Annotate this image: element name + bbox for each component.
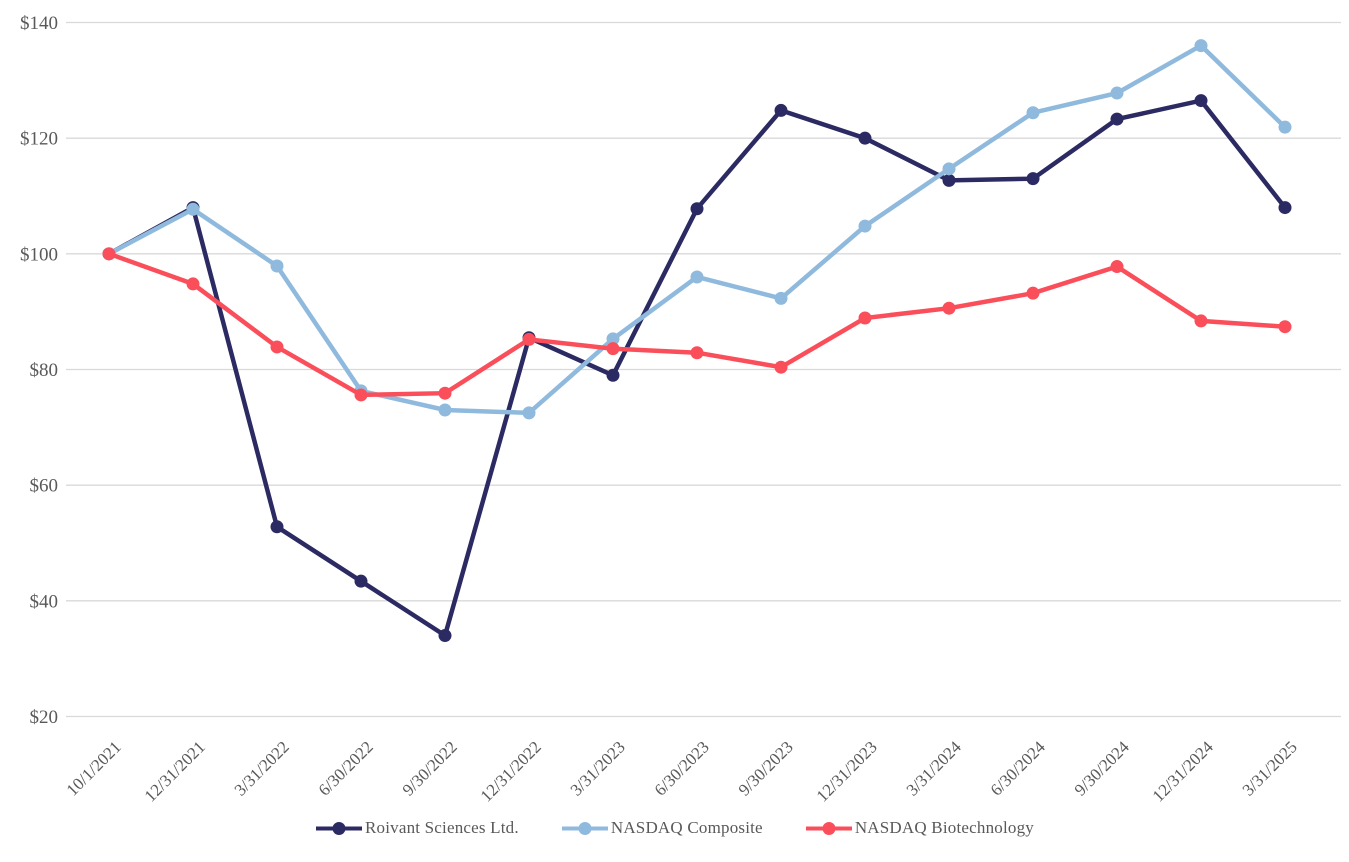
data-point-marker (1026, 286, 1040, 300)
legend-label-nasdaq-biotechnology: NASDAQ Biotechnology (854, 818, 1035, 837)
data-point-marker (1026, 106, 1040, 120)
data-point-marker (942, 173, 956, 187)
data-point-marker (774, 291, 788, 305)
data-point-marker (270, 259, 284, 273)
data-point-marker (942, 301, 956, 315)
x-axis-tick-label: 3/31/2022 (231, 737, 293, 799)
legend-item-nasdaq-biotechnology: NASDAQ Biotechnology (805, 818, 1034, 838)
y-axis-tick-label: $60 (30, 476, 59, 497)
legend-item-nasdaq-composite: NASDAQ Composite (561, 818, 763, 838)
data-point-marker (690, 346, 704, 360)
line-dot-marker-icon (315, 821, 362, 835)
data-point-marker (186, 277, 200, 291)
x-axis-tick-label: 9/30/2022 (399, 737, 461, 799)
x-axis-tick-label: 6/30/2022 (315, 737, 377, 799)
data-point-marker (774, 103, 788, 117)
data-point-marker (522, 406, 536, 420)
data-point-marker (1278, 201, 1292, 215)
y-axis-tick-label: $80 (30, 360, 59, 381)
data-point-marker (354, 574, 368, 588)
data-point-marker (1194, 94, 1208, 108)
x-axis-tick-label: 12/31/2022 (477, 737, 545, 805)
y-axis-tick-label: $20 (30, 707, 59, 728)
x-axis-tick-label: 10/1/2021 (63, 737, 125, 799)
data-point-marker (858, 311, 872, 325)
legend-item-roivant: Roivant Sciences Ltd. (315, 818, 519, 838)
x-axis-tick-label: 9/30/2023 (735, 737, 797, 799)
data-point-marker (522, 332, 536, 346)
data-point-marker (102, 247, 116, 261)
y-axis-tick-label: $140 (20, 13, 58, 34)
data-point-marker (606, 332, 620, 346)
data-point-marker (270, 520, 284, 534)
data-point-marker (942, 162, 956, 176)
x-axis-tick-label: 3/31/2023 (567, 737, 629, 799)
data-point-marker (1194, 314, 1208, 328)
data-point-marker (690, 270, 704, 284)
data-point-marker (774, 360, 788, 374)
data-point-marker (438, 403, 452, 417)
chart-legend: Roivant Sciences Ltd. NASDAQ Composite N… (0, 818, 1349, 838)
x-axis-tick-label: 3/31/2025 (1239, 737, 1301, 799)
x-axis-tick-label: 6/30/2023 (651, 737, 713, 799)
line-dot-marker-icon (561, 821, 608, 835)
x-axis-tick-label: 12/31/2021 (141, 737, 209, 805)
x-axis-tick-label: 6/30/2024 (987, 737, 1050, 800)
data-point-marker (1026, 172, 1040, 186)
data-point-marker (606, 342, 620, 356)
series-line-1 (106, 98, 1288, 640)
chart-plot-area: $20 $40 $60 $80 $100 $120 $140 10/1/2021 12/31/2… (20, 13, 1341, 806)
y-axis-tick-label: $40 (30, 591, 59, 612)
data-point-marker (1278, 120, 1292, 134)
legend-label-nasdaq-composite: NASDAQ Composite (610, 818, 763, 837)
data-point-marker (1278, 320, 1292, 334)
data-point-marker (858, 131, 872, 145)
data-point-marker (270, 340, 284, 354)
x-axis-tick-label: 9/30/2024 (1071, 737, 1134, 800)
data-point-marker (1110, 112, 1124, 126)
data-point-marker (1194, 39, 1208, 53)
line-dot-marker-icon (805, 821, 852, 835)
data-point-marker (606, 368, 620, 382)
data-point-marker (690, 202, 704, 216)
x-axis-tick-label: 3/31/2024 (903, 737, 966, 800)
data-point-marker (438, 629, 452, 643)
legend-label-roivant: Roivant Sciences Ltd. (364, 818, 519, 837)
data-point-marker (438, 386, 452, 400)
data-point-marker (1110, 260, 1124, 274)
x-axis-tick-label: 12/31/2023 (813, 737, 881, 805)
y-axis-tick-label: $100 (20, 244, 58, 265)
data-point-marker (858, 219, 872, 233)
data-point-marker (186, 202, 200, 216)
data-point-marker (354, 388, 368, 402)
x-axis-tick-label: 12/31/2024 (1149, 737, 1218, 806)
data-point-marker (1110, 86, 1124, 100)
y-axis-tick-label: $120 (20, 129, 58, 150)
